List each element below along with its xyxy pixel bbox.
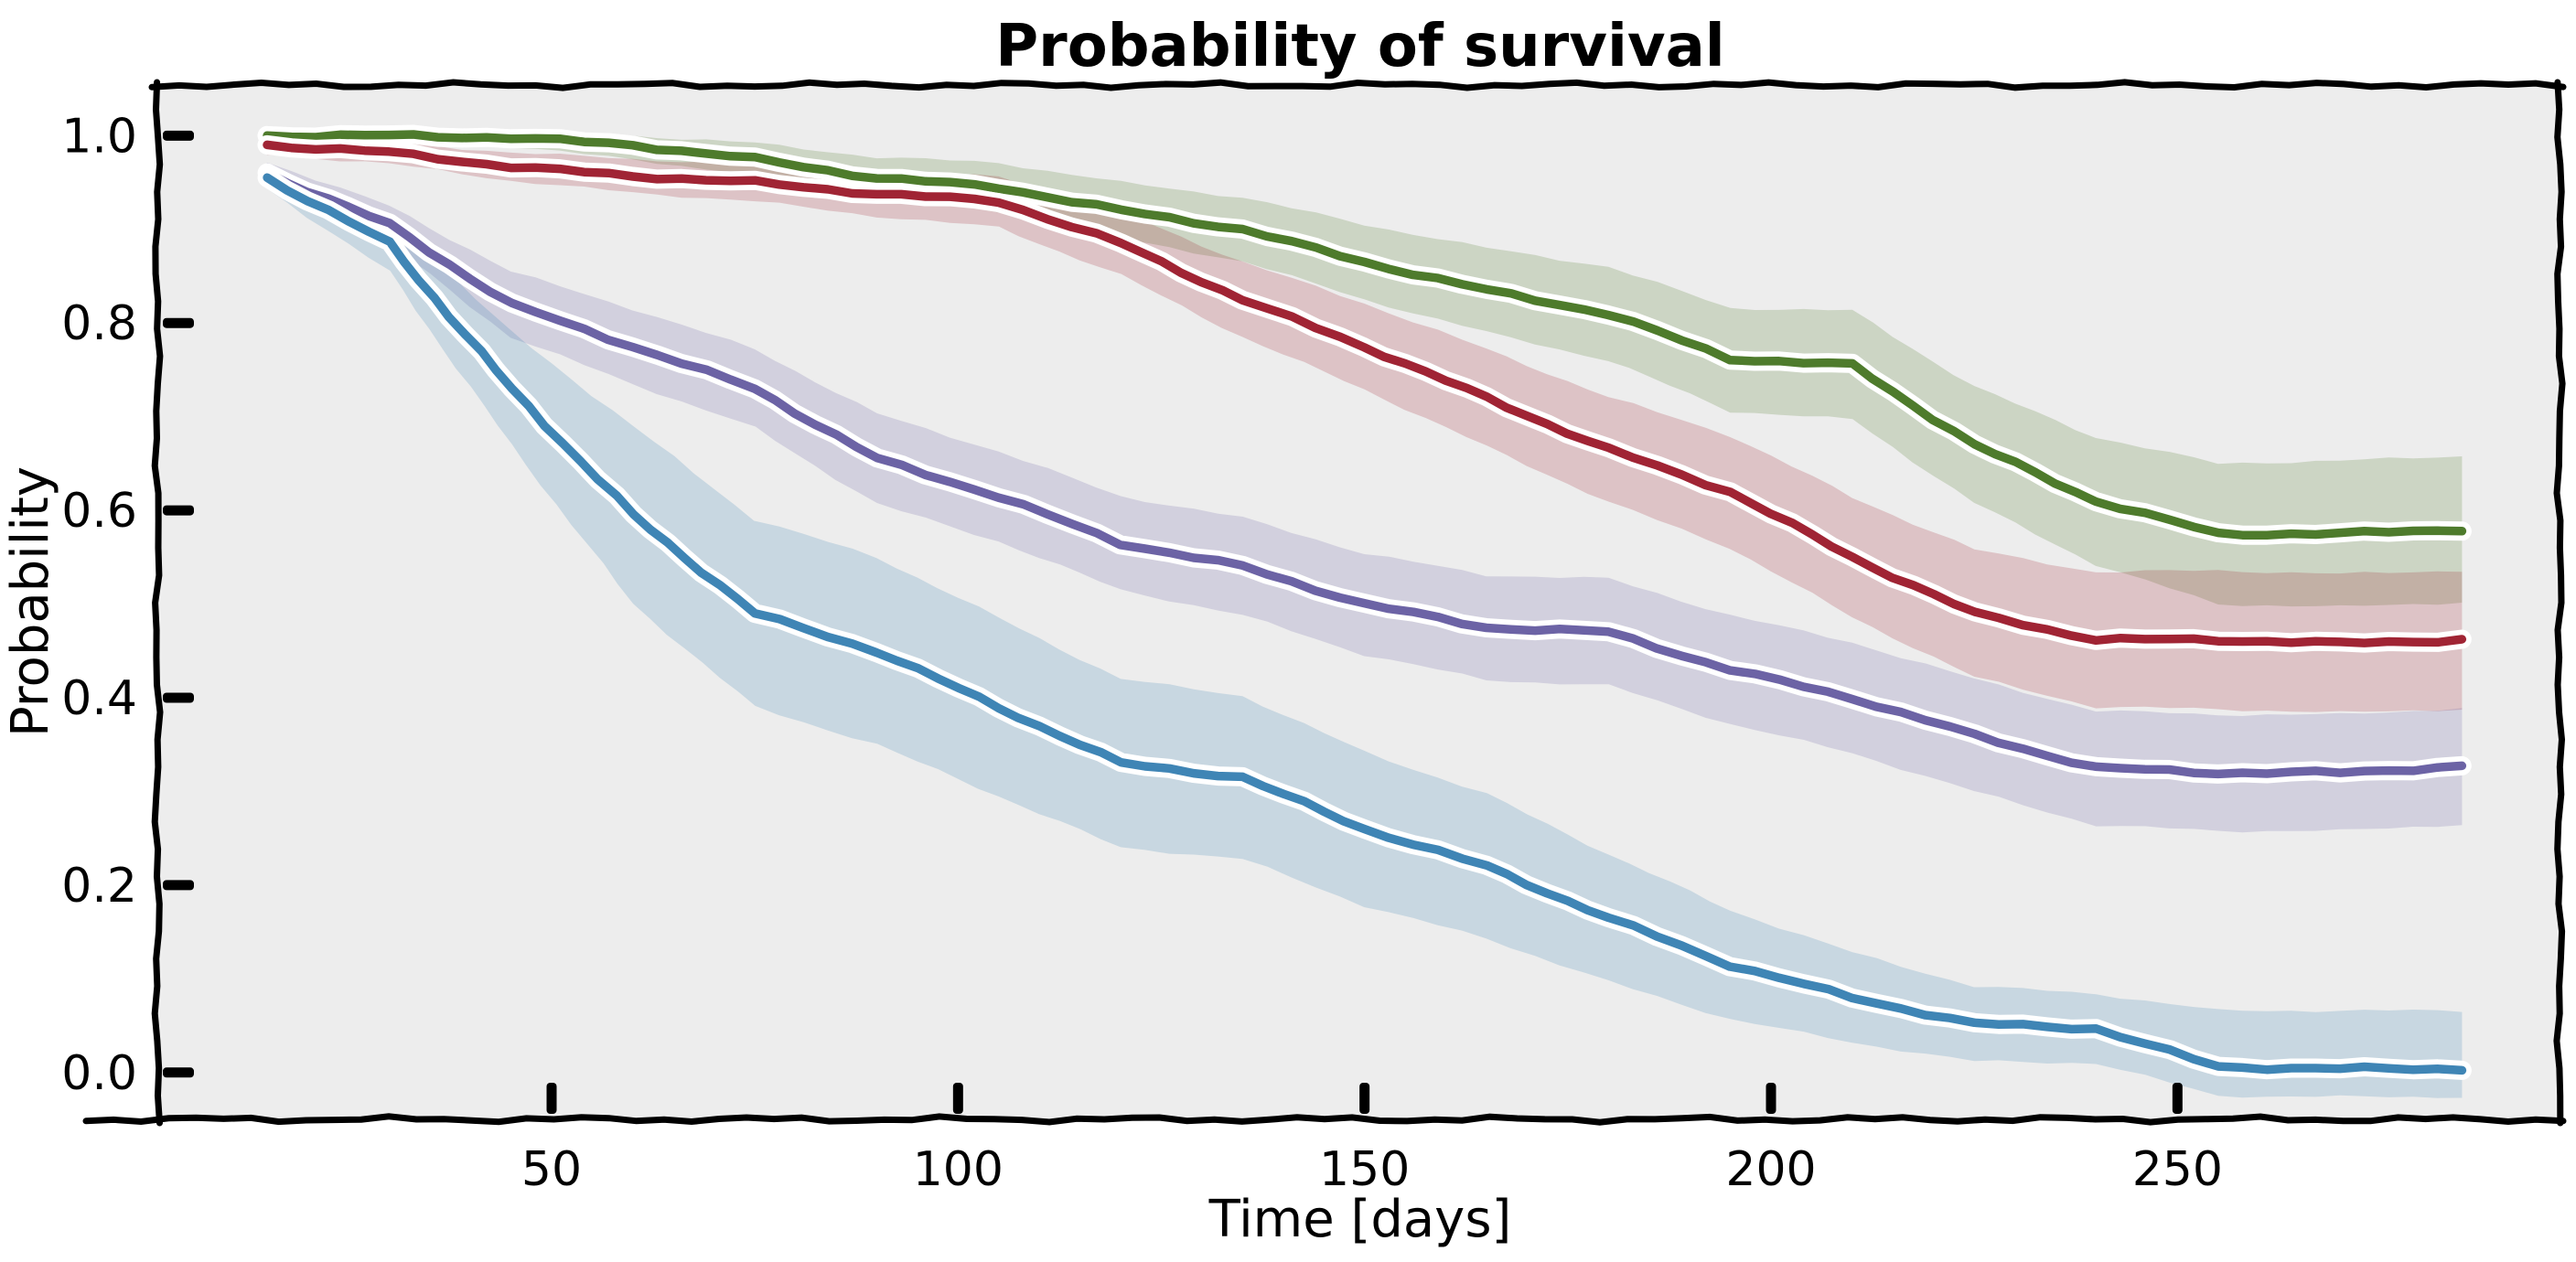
axis-tick-labels-layer: 0.0 0.2 0.4 0.6 0.8 1.0 50 100 150 200 250 — [61, 109, 2223, 1197]
y-tick — [163, 880, 194, 891]
y-tick-label: 0.8 — [61, 296, 137, 351]
confidence-band-curve-purple — [266, 162, 2463, 833]
series-lines-layer — [257, 124, 2472, 1080]
x-tick-label: 150 — [1319, 1142, 1410, 1197]
x-tick — [1359, 1083, 1370, 1114]
confidence-band-curve-blue — [266, 166, 2463, 1098]
y-axis-label: Probability — [1, 466, 60, 737]
x-tick-label: 200 — [1725, 1142, 1816, 1197]
x-axis-label: Time [days] — [1208, 1190, 1512, 1249]
chart-title: Probability of survival — [995, 13, 1724, 80]
left-spine — [151, 79, 164, 1127]
y-tick-label: 0.4 — [61, 671, 137, 726]
top-spine — [148, 79, 2567, 91]
x-tick-label: 250 — [2132, 1142, 2223, 1197]
y-tick-label: 0.6 — [61, 484, 137, 539]
bottom-spine — [82, 1113, 2567, 1126]
y-tick-label: 1.0 — [61, 109, 137, 164]
confidence-band-curve-crimson — [266, 136, 2463, 712]
y-tick — [163, 317, 194, 328]
x-tick — [952, 1083, 963, 1114]
x-tick — [1766, 1083, 1776, 1114]
series-line-curve-crimson — [263, 140, 2467, 647]
x-tick-label: 100 — [913, 1142, 1004, 1197]
x-tick — [2172, 1083, 2183, 1114]
series-line-curve-purple — [263, 168, 2467, 779]
y-tick — [163, 692, 194, 703]
x-tick-label: 50 — [521, 1142, 582, 1197]
y-tick — [163, 130, 194, 141]
y-tick — [163, 505, 194, 516]
confidence-bands-layer — [266, 130, 2463, 1098]
axes-spines-layer — [82, 79, 2567, 1127]
y-tick-label: 0.2 — [61, 859, 137, 914]
x-tick — [546, 1083, 557, 1114]
axis-ticks-layer — [163, 130, 2183, 1114]
right-spine — [2553, 79, 2566, 1127]
series-line-curve-blue — [263, 173, 2467, 1075]
confidence-band-curve-green — [267, 130, 2463, 607]
series-line-curve-green — [263, 130, 2467, 540]
y-tick — [163, 1067, 194, 1078]
y-tick-label: 0.0 — [61, 1046, 137, 1101]
